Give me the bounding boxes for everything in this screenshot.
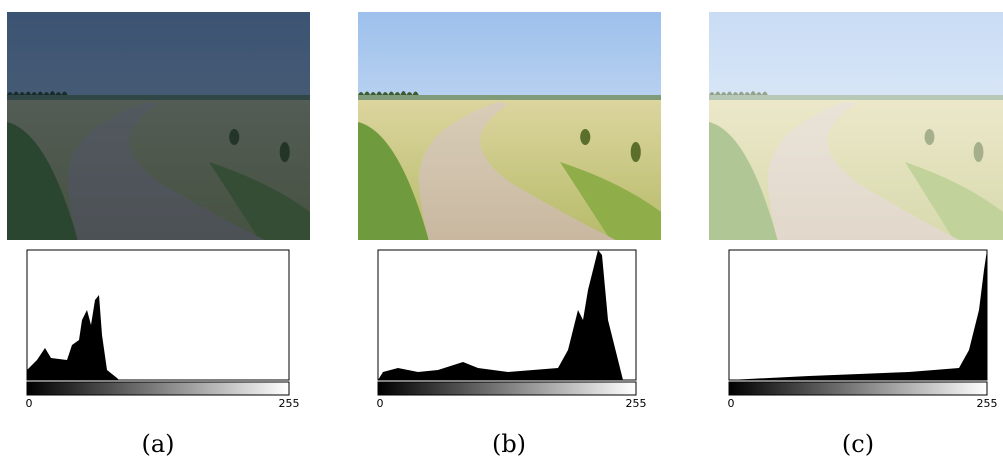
- figure: 0 255 0 255 0 255 (a) (b) (c): [0, 0, 1003, 464]
- axis-max: 255: [977, 397, 998, 410]
- caption: (b): [492, 430, 526, 458]
- photo-b: [358, 12, 661, 240]
- axis-min: 0: [377, 397, 384, 410]
- photo-c: [709, 12, 1003, 240]
- histogram-c: [729, 250, 987, 395]
- photo-a: [7, 12, 310, 240]
- axis-min: 0: [26, 397, 33, 410]
- axis-max: 255: [626, 397, 647, 410]
- axis-min: 0: [728, 397, 735, 410]
- axis-max: 255: [279, 397, 300, 410]
- histogram-b: [378, 250, 636, 395]
- caption: (c): [842, 430, 874, 458]
- histogram-a: [27, 250, 289, 395]
- caption: (a): [141, 430, 174, 458]
